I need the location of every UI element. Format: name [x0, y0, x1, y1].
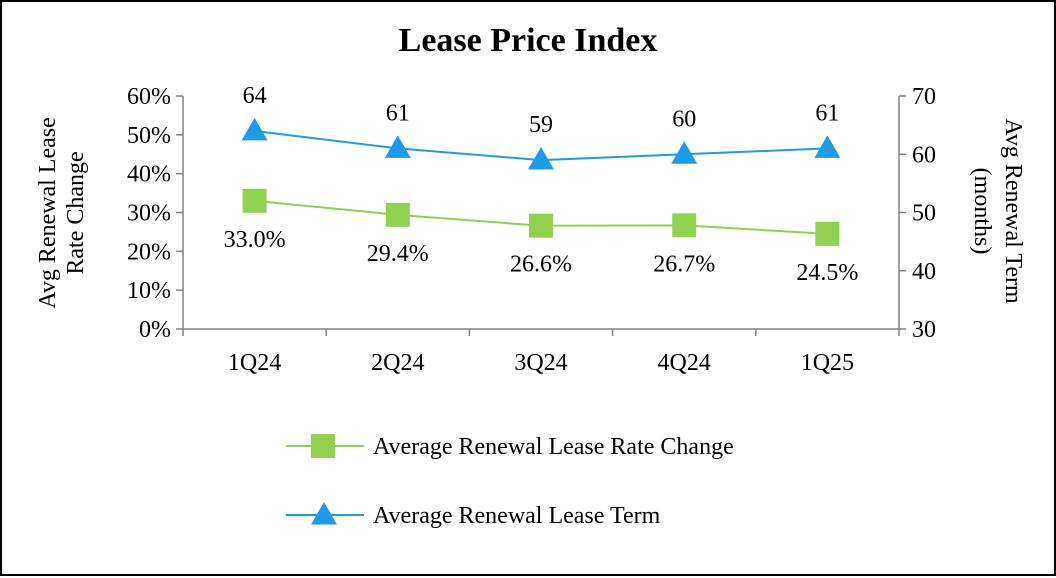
rate-change-data-label: 33.0% [224, 227, 286, 253]
x-tick-label: 1Q24 [228, 350, 281, 376]
rate-change-marker [529, 213, 553, 238]
left-tick-label: 0% [139, 317, 171, 343]
legend-square-marker [311, 434, 335, 458]
lease-term-data-label: 64 [243, 83, 267, 109]
rate-change-marker [385, 202, 410, 227]
left-tick-label: 10% [127, 278, 171, 304]
markers [241, 117, 841, 246]
data-labels: 33.0% 29.4% 26.6% 26.7% 24.5% 64 61 59 60 61 [224, 83, 859, 286]
x-tick-label: 3Q24 [514, 350, 567, 376]
left-tick-label: 20% [127, 239, 171, 265]
left-tick-label: 60% [127, 84, 171, 110]
rate-change-data-label: 24.5% [796, 260, 858, 286]
legend-label: Average Renewal Lease Term [373, 503, 661, 529]
x-tick-label: 2Q24 [371, 350, 424, 376]
lease-term-marker [384, 135, 411, 158]
x-tick-label: 1Q25 [801, 350, 854, 376]
x-tick-label: 4Q24 [658, 350, 711, 376]
rate-change-data-label: 26.7% [653, 251, 715, 277]
right-tick-label: 70 [912, 84, 936, 110]
right-axis-title: Avg Renewal Term(months) [969, 118, 1026, 304]
lease-term-data-label: 59 [529, 112, 553, 138]
right-axis-title-line: (months) [969, 168, 995, 255]
rate-change-data-label: 26.6% [510, 252, 572, 278]
right-axis-title-line: Avg Renewal Term [1000, 118, 1026, 304]
chart-title: Lease Price Index [399, 22, 658, 59]
left-tick-label: 40% [127, 162, 171, 188]
left-tick-label: 30% [127, 201, 171, 227]
lease-term-data-label: 60 [672, 106, 696, 132]
right-tick-label: 60 [912, 142, 936, 168]
right-tick-label: 30 [912, 317, 936, 343]
lease-term-data-label: 61 [815, 100, 839, 126]
legend-label: Average Renewal Lease Rate Change [373, 434, 734, 460]
rate-change-marker [815, 221, 840, 246]
legend-triangle-marker [311, 501, 337, 525]
lease-term-marker [814, 135, 841, 158]
right-tick-label: 50 [912, 201, 936, 227]
rate-change-data-label: 29.4% [367, 241, 429, 267]
lease-term-marker [241, 117, 268, 141]
lease-term-marker [528, 147, 554, 170]
axes: 0% 10% 20% 30% 40% 50% 60% 30 40 50 60 70 1Q24 2Q24 3Q… [35, 84, 1026, 376]
left-axis-title: Avg Renewal LeaseRate Change [35, 117, 89, 308]
lease-term-marker [671, 141, 698, 164]
left-tick-label: 50% [127, 123, 171, 149]
lease-term-data-label: 61 [386, 100, 410, 126]
rate-change-marker [242, 188, 267, 213]
left-axis-title-line: Rate Change [63, 151, 89, 274]
rate-change-marker [672, 213, 697, 238]
legend: Average Renewal Lease Rate Change Average… [286, 434, 734, 529]
right-tick-label: 40 [912, 259, 936, 285]
left-axis-title-line: Avg Renewal Lease [35, 117, 61, 308]
